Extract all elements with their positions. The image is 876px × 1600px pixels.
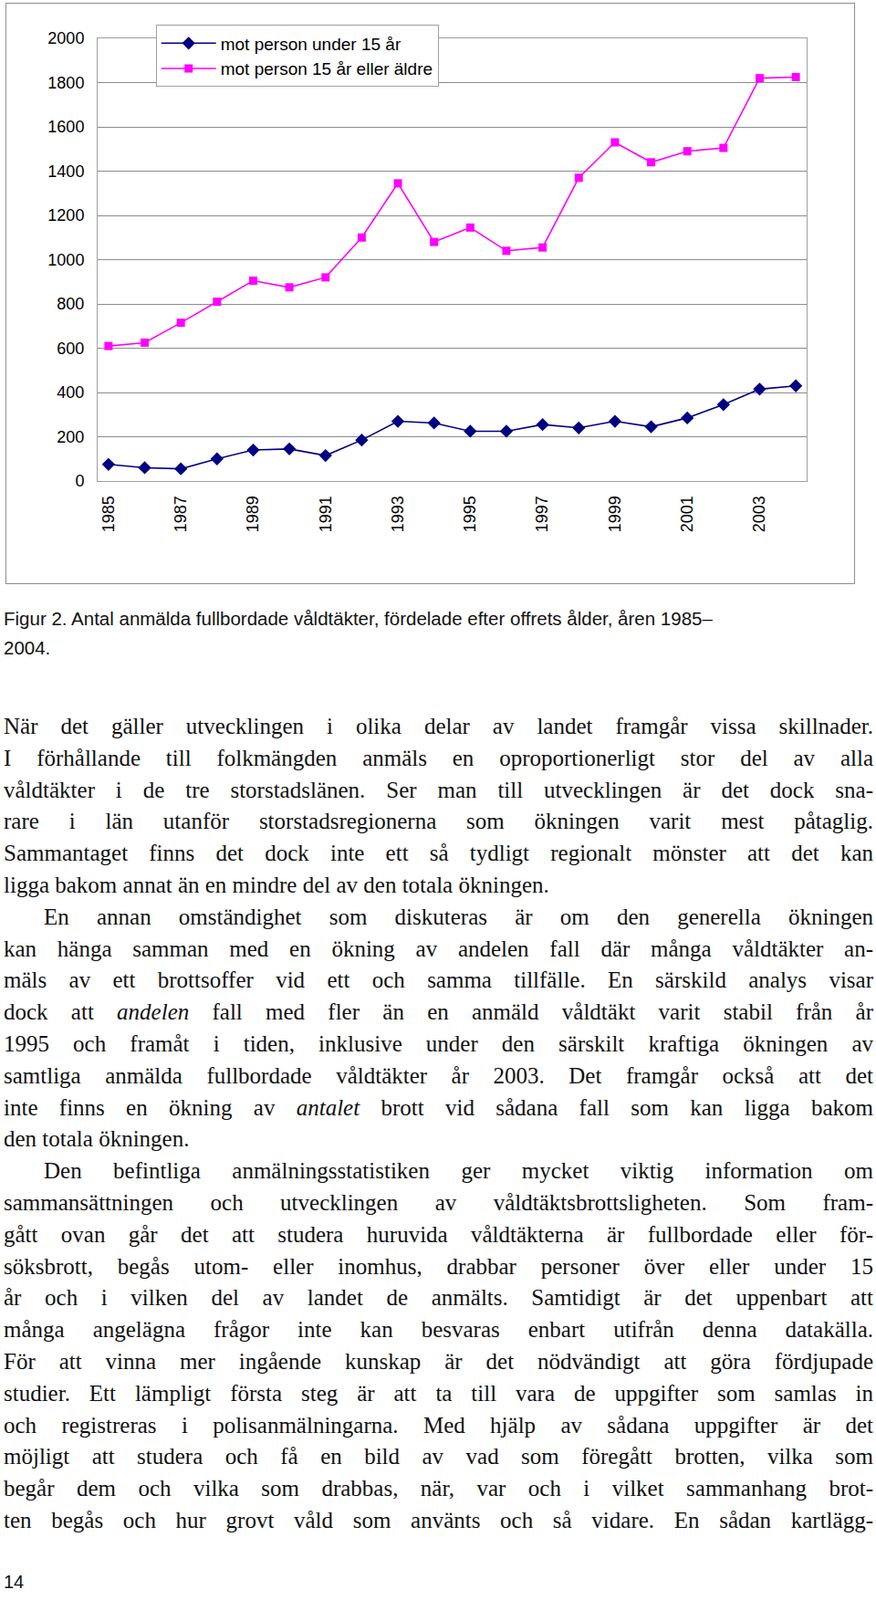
html-text:och registreras i polisanmälni: och registreras i polisanmälningarna. Me… [3,1412,874,1437]
svg-text:2001: 2001 [677,495,697,532]
html-text:En annan omständighet som disk: En annan omständighet som diskuteras är … [43,904,874,929]
svg-text:mot person 15 år eller äldre: mot person 15 år eller äldre [220,59,433,79]
html-text:kan hänga samman med en ökning: kan hänga samman med en ökning av andele… [3,935,874,961]
html-text:den totala ökningen.: den totala ökningen. [3,1126,190,1152]
html-text:sammansättningen och utvecklin: sammansättningen och utvecklingen av vål… [3,1189,874,1215]
html-text:rare i län utanför storstadsre: rare i län utanför storstadsregionerna s… [3,808,874,834]
html-text:möjligt att studera och få en: möjligt att studera och få en bild av va… [3,1443,874,1469]
html-text:våldtäkter i de tre storstadsl: våldtäkter i de tre storstadslänen. Ser … [3,777,874,802]
html-text:1995 och framåt i tiden, inklu: 1995 och framåt i tiden, inklusive under… [3,1031,874,1056]
html-text:Den befintliga anmälningsstati: Den befintliga anmälningsstatistiken ger… [43,1158,874,1183]
html-text:söksbrott, begås utom- eller i: söksbrott, begås utom- eller inomhus, dr… [3,1253,874,1278]
html-text:många angelägna frågor inte ka: många angelägna frågor inte kan besvaras… [3,1316,874,1342]
svg-text:1800: 1800 [47,73,84,93]
svg-text:1999: 1999 [605,495,625,532]
html-text:mäls av ett brottsoffer vid et: mäls av ett brottsoffer vid ett och samm… [3,967,874,993]
html-text:samtliga anmälda fullbordade v: samtliga anmälda fullbordade våldtäkter … [3,1062,874,1088]
svg-text:2003: 2003 [750,495,769,532]
svg-text:1995: 1995 [460,495,480,532]
svg-text:1987: 1987 [171,495,190,532]
svg-text:1600: 1600 [47,117,84,136]
html-text:ligga bakom annat än en mindre: ligga bakom annat än en mindre del av de… [3,872,550,897]
html-text:2004.: 2004. [3,636,51,658]
html-text:gått ovan går det att studera: gått ovan går det att studera huruvida v… [3,1221,874,1247]
svg-text:1991: 1991 [316,495,335,532]
svg-text:mot person under 15 år: mot person under 15 år [220,34,402,54]
svg-text:1000: 1000 [47,250,84,270]
svg-text:400: 400 [56,383,84,402]
svg-text:2000: 2000 [47,29,84,48]
html-text:14: 14 [3,1571,24,1592]
svg-text:1993: 1993 [388,495,407,532]
svg-text:1200: 1200 [47,206,84,225]
svg-text:0: 0 [74,471,84,491]
svg-text:200: 200 [56,427,84,447]
html-text:år och i vilken del av landet: år och i vilken del av landet de anmälts… [3,1285,874,1310]
html-text:För att vinna mer ingående kun: För att vinna mer ingående kunskap är de… [3,1348,874,1374]
html-text:Figur 2. Antal anmälda fullbor: Figur 2. Antal anmälda fullbordade våldt… [3,607,713,629]
svg-text:800: 800 [56,294,84,313]
html-text:ten begås och hur grovt våld s: ten begås och hur grovt våld som använts… [3,1507,874,1532]
html-text:dock att andelen fall med fler: dock att andelen fall med fler än en anm… [3,999,874,1025]
svg-text:1997: 1997 [532,495,552,532]
html-text:begår dem och vilka som drabba: begår dem och vilka som drabbas, när, va… [3,1475,874,1501]
html-text:inte finns en ökning av antale: inte finns en ökning av antalet brott vi… [3,1094,874,1120]
svg-text:1985: 1985 [99,495,118,532]
html-text:studier. Ett lämpligt första s: studier. Ett lämpligt första steg är att… [3,1380,874,1405]
svg-text:1400: 1400 [47,162,84,181]
html-text:Sammantaget finns det dock int: Sammantaget finns det dock inte ett så t… [3,840,874,866]
html-text:I förhållande till folkmängden: I förhållande till folkmängden anmäls en… [3,745,874,770]
svg-text:1989: 1989 [243,495,262,532]
svg-text:600: 600 [56,339,84,358]
html-text:När det gäller utvecklingen i: När det gäller utvecklingen i olika dela… [3,713,874,739]
